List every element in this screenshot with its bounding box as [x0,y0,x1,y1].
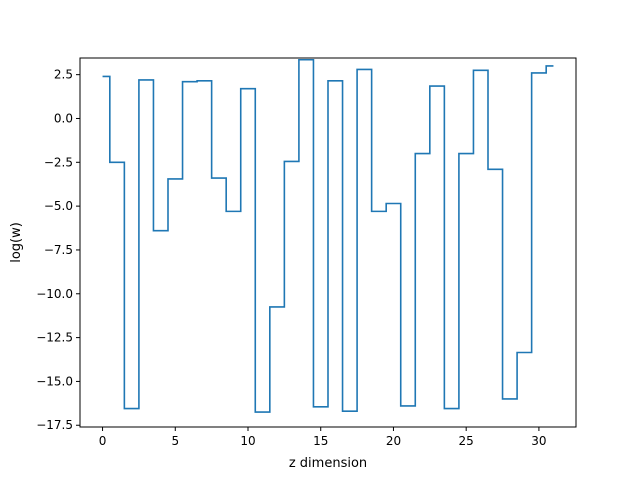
x-axis-ticks: 0 5 10 15 20 25 30 [99,427,547,448]
x-tick-label: 5 [171,434,179,448]
axes-frame [79,57,577,428]
y-tick-label: −12.5 [36,331,73,345]
y-axis-label: log(w) [9,222,24,263]
x-axis-label: z dimension [289,456,367,471]
y-tick-label: −7.5 [44,243,73,257]
series-group [102,58,554,413]
x-tick-label: 25 [459,434,474,448]
y-tick-label: −15.0 [36,374,73,388]
y-tick-label: −10.0 [36,287,73,301]
y-tick-label: −2.5 [44,155,73,169]
x-tick-label: 10 [240,434,255,448]
y-tick-label: −5.0 [44,199,73,213]
x-tick-label: 0 [99,434,107,448]
x-tick-label: 20 [386,434,401,448]
y-axis-ticks: 2.5 0.0 −2.5 −5.0 −7.5 −10.0 −12.5 −15.0 −17.5 [36,68,80,432]
x-tick-label: 15 [313,434,328,448]
x-tick-label: 30 [531,434,546,448]
y-tick-label: −17.5 [36,418,73,432]
series-line-0 [102,58,554,413]
y-tick-label: 0.0 [54,111,73,125]
y-tick-label: 2.5 [54,68,73,82]
